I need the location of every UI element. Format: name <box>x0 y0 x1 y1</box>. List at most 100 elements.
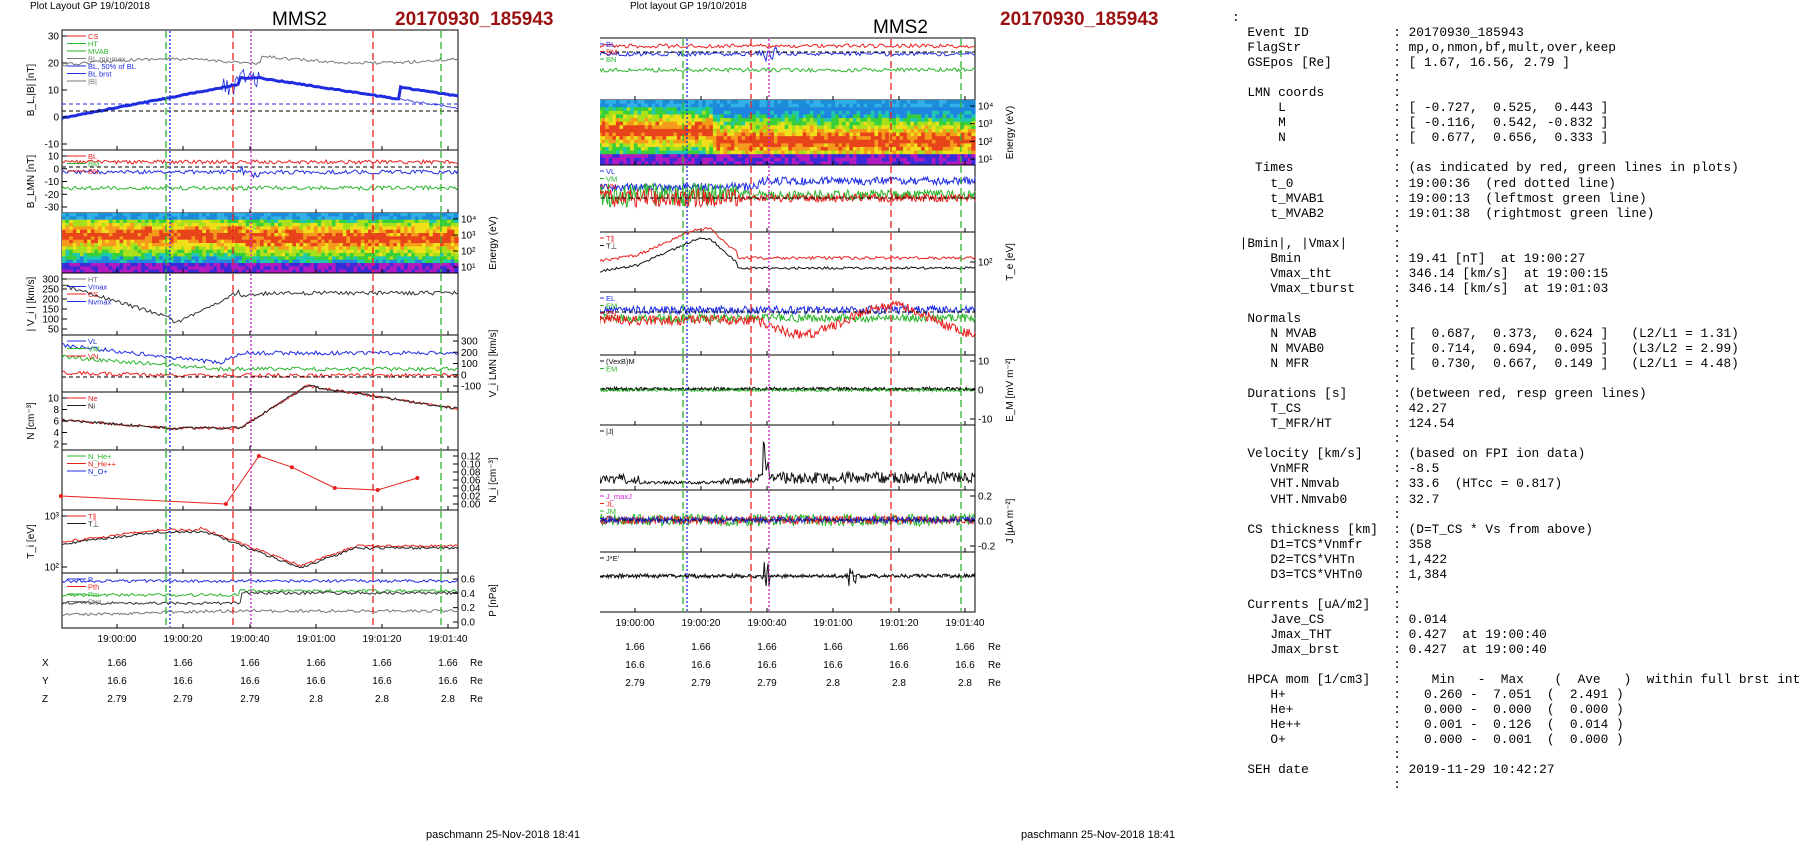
spectrogram-cell <box>148 233 153 237</box>
info-line: Vmax_tht : 346.14 [km/s] at 19:00:15 <box>1232 265 1609 281</box>
spectrogram-cell <box>134 216 139 221</box>
spectrogram-cell <box>702 139 707 144</box>
spectrogram-cell <box>335 213 340 217</box>
spectrogram-cell <box>382 226 387 231</box>
spectrogram-cell <box>799 136 804 141</box>
legend-label: MVAB <box>88 47 109 56</box>
spectrogram-cell <box>784 150 789 155</box>
info-line: N : [ 0.677, 0.656, 0.333 ] <box>1232 130 1609 146</box>
spectrogram-cell <box>386 219 391 224</box>
spectrogram-cell <box>195 239 200 244</box>
spectrogram-cell <box>906 146 911 152</box>
spectrogram-cell <box>450 216 455 221</box>
spectrogram-cell <box>928 132 933 137</box>
spectrogram-cell <box>105 263 110 267</box>
spectrogram-cell <box>134 253 139 257</box>
legend-label: Ni <box>88 402 95 411</box>
spectrogram-cell <box>799 157 804 162</box>
spectrogram-cell <box>353 219 358 224</box>
spectrogram-cell <box>256 216 261 221</box>
spectrogram-cell <box>856 110 861 116</box>
spectrogram-cell <box>741 150 746 155</box>
spectrogram-cell <box>407 263 412 267</box>
spectrogram-cell <box>698 128 703 134</box>
spectrogram-cell <box>935 121 940 126</box>
spectrogram-cell <box>942 103 947 108</box>
spectrogram-cell <box>949 100 955 105</box>
ephem-unit: Re <box>470 676 483 687</box>
spectrogram-cell <box>191 213 196 217</box>
spectrogram-cell <box>216 266 221 271</box>
spectrogram-cell <box>967 139 973 144</box>
spectrogram-cell <box>626 143 631 148</box>
spectrogram-cell <box>651 110 657 116</box>
spectrogram-cell <box>414 253 419 257</box>
spectrogram-cell <box>368 219 373 224</box>
ephem-value: 2.79 <box>107 694 127 705</box>
spectrogram-cell <box>285 223 290 227</box>
spectrogram-cell <box>615 132 621 137</box>
spectrogram-cell <box>615 161 621 166</box>
y-tick-label: 100 <box>461 359 478 370</box>
spectrogram-cell <box>296 249 301 254</box>
spectrogram-cell <box>953 107 958 112</box>
spectrogram-cell <box>655 139 660 144</box>
spectrogram-cell <box>386 269 391 274</box>
spectrogram-cell <box>274 249 279 254</box>
info-line: SEH date : 2019-11-29 10:42:27 <box>1232 762 1555 778</box>
spectrogram-cell <box>418 269 423 274</box>
spectrogram-cell <box>931 118 937 123</box>
spectrogram-cell <box>863 143 868 148</box>
spectrogram-cell <box>162 216 167 221</box>
spectrogram-cell <box>633 146 639 152</box>
spectrogram-cell <box>414 243 419 247</box>
spectrogram-cell <box>137 223 142 227</box>
spectrogram-cell <box>76 253 81 257</box>
spectrogram-cell <box>80 246 85 251</box>
spectrogram-cell <box>971 132 976 137</box>
spectrogram-cell <box>224 219 229 224</box>
left-spacecraft: MMS2 <box>272 9 327 30</box>
spectrogram-cell <box>166 266 171 271</box>
spectrogram-cell <box>716 125 721 130</box>
legend-label: VN <box>606 182 616 191</box>
spectrogram-cell <box>260 236 265 241</box>
spectrogram-cell <box>152 213 157 217</box>
spectrogram-cell <box>834 143 840 148</box>
spectrogram-cell <box>949 128 955 134</box>
spectrogram-cell <box>213 256 218 261</box>
spectrogram-cell <box>360 246 365 251</box>
spectrogram-cell <box>734 125 739 130</box>
spectrogram-cell <box>206 249 211 254</box>
spectrogram-cell <box>741 157 746 162</box>
spectrogram-cell <box>942 150 947 155</box>
spectrogram-cell <box>885 132 890 137</box>
spectrogram-cell <box>285 256 290 261</box>
spectrogram-cell <box>173 233 178 237</box>
spectrogram-cell <box>443 256 448 261</box>
spectrogram-cell <box>788 107 793 112</box>
spectrogram-cell <box>216 223 221 227</box>
spectrogram-cell <box>903 161 908 166</box>
spectrogram-cell <box>856 146 861 152</box>
spectrogram-cell <box>842 139 847 144</box>
spectrogram-cell <box>623 107 628 112</box>
spectrogram-cell <box>720 110 725 116</box>
spectrogram-cell <box>820 114 825 119</box>
spectrogram-cell <box>766 157 771 162</box>
spectrogram-cell <box>144 266 149 271</box>
spectrogram-cell <box>867 157 872 162</box>
spectrogram-cell <box>644 114 649 119</box>
spectrogram-cell <box>752 143 757 148</box>
spectrogram-cell <box>184 253 189 257</box>
spectrogram-cell <box>288 219 293 224</box>
spectrogram-cell <box>676 107 682 112</box>
spectrogram-cell <box>314 256 319 261</box>
spectrogram-cell <box>694 110 700 116</box>
spectrogram-cell <box>849 121 854 126</box>
spectrogram-cell <box>130 253 135 257</box>
spectrogram-cell <box>820 125 825 130</box>
spectrogram-cell <box>101 233 106 237</box>
panel-frame <box>61 449 459 511</box>
spectrogram-cell <box>195 253 200 257</box>
